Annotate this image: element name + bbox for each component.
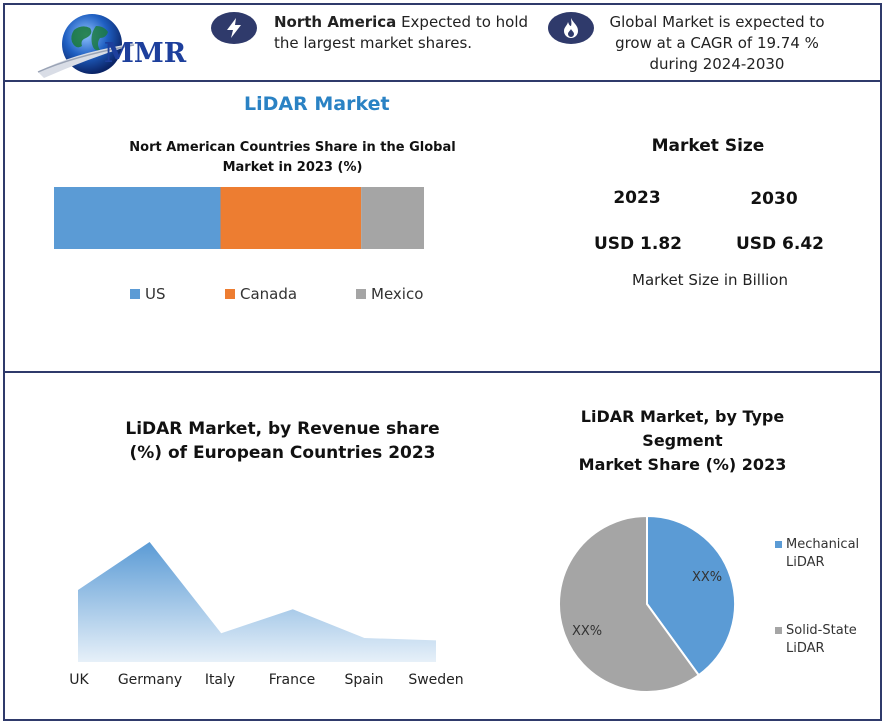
page-title: LiDAR Market xyxy=(244,93,390,115)
legend-swatch-solid-state xyxy=(775,627,782,634)
x-tick-label: France xyxy=(268,672,316,688)
pie-legend-mechanical: Mechanical LiDAR xyxy=(775,536,859,572)
globe-icon xyxy=(37,14,142,78)
pie-slice-solid-state xyxy=(558,514,701,693)
bar-segment-mexico xyxy=(361,187,424,249)
pie-label-solid-state: XX% xyxy=(572,624,603,639)
cagr-highlight: Global Market is expected to grow at a C… xyxy=(609,13,825,73)
type-segment-chart-title: LiDAR Market, by Type Segment Market Sha… xyxy=(578,407,787,474)
legend-item-canada: Canada xyxy=(225,285,297,303)
market-size-year-2023: 2023 xyxy=(613,188,661,208)
flame-icon xyxy=(548,12,594,44)
x-tick-label: Spain xyxy=(344,672,384,688)
legend-swatch-mexico xyxy=(356,289,366,299)
north-america-chart-title: Nort American Countries Share in the Glo… xyxy=(129,140,456,175)
north-america-stacked-bar xyxy=(54,187,424,249)
market-size-value-2023: USD 1.82 xyxy=(593,234,683,254)
mmr-logo xyxy=(34,12,204,80)
europe-chart-title: LiDAR Market, by Revenue share (%) of Eu… xyxy=(125,419,440,463)
market-size-value-2030: USD 6.42 xyxy=(735,234,825,254)
header-divider xyxy=(5,80,880,82)
bar-segment-us xyxy=(54,187,221,249)
north-america-highlight: North America Expected to hold the large… xyxy=(274,13,529,52)
x-tick-label: Germany xyxy=(117,672,183,688)
market-size-year-2030: 2030 xyxy=(750,189,798,209)
pie-label-mechanical: XX% xyxy=(692,570,723,585)
x-tick-label: Sweden xyxy=(408,672,464,688)
legend-swatch-us xyxy=(130,289,140,299)
market-size-unit: Market Size in Billion xyxy=(632,271,788,289)
logo-text: MMR xyxy=(104,38,187,69)
legend-swatch-mechanical xyxy=(775,541,782,548)
legend-swatch-canada xyxy=(225,289,235,299)
legend-item-us: US xyxy=(130,285,166,303)
infographic-frame xyxy=(3,3,882,721)
legend-item-mexico: Mexico xyxy=(356,285,423,303)
x-tick-label: Italy xyxy=(204,672,236,688)
area-series-europe xyxy=(78,542,436,662)
x-tick-label: UK xyxy=(69,672,89,688)
bar-segment-canada xyxy=(220,187,362,249)
type-segment-pie-chart xyxy=(558,514,736,693)
europe-area-chart xyxy=(78,542,436,662)
lightning-icon xyxy=(211,12,257,44)
pie-slice-mechanical xyxy=(646,514,736,677)
middle-divider xyxy=(5,371,880,373)
pie-legend-solid-state: Solid-State LiDAR xyxy=(775,622,857,658)
market-size-title: Market Size xyxy=(651,136,765,156)
